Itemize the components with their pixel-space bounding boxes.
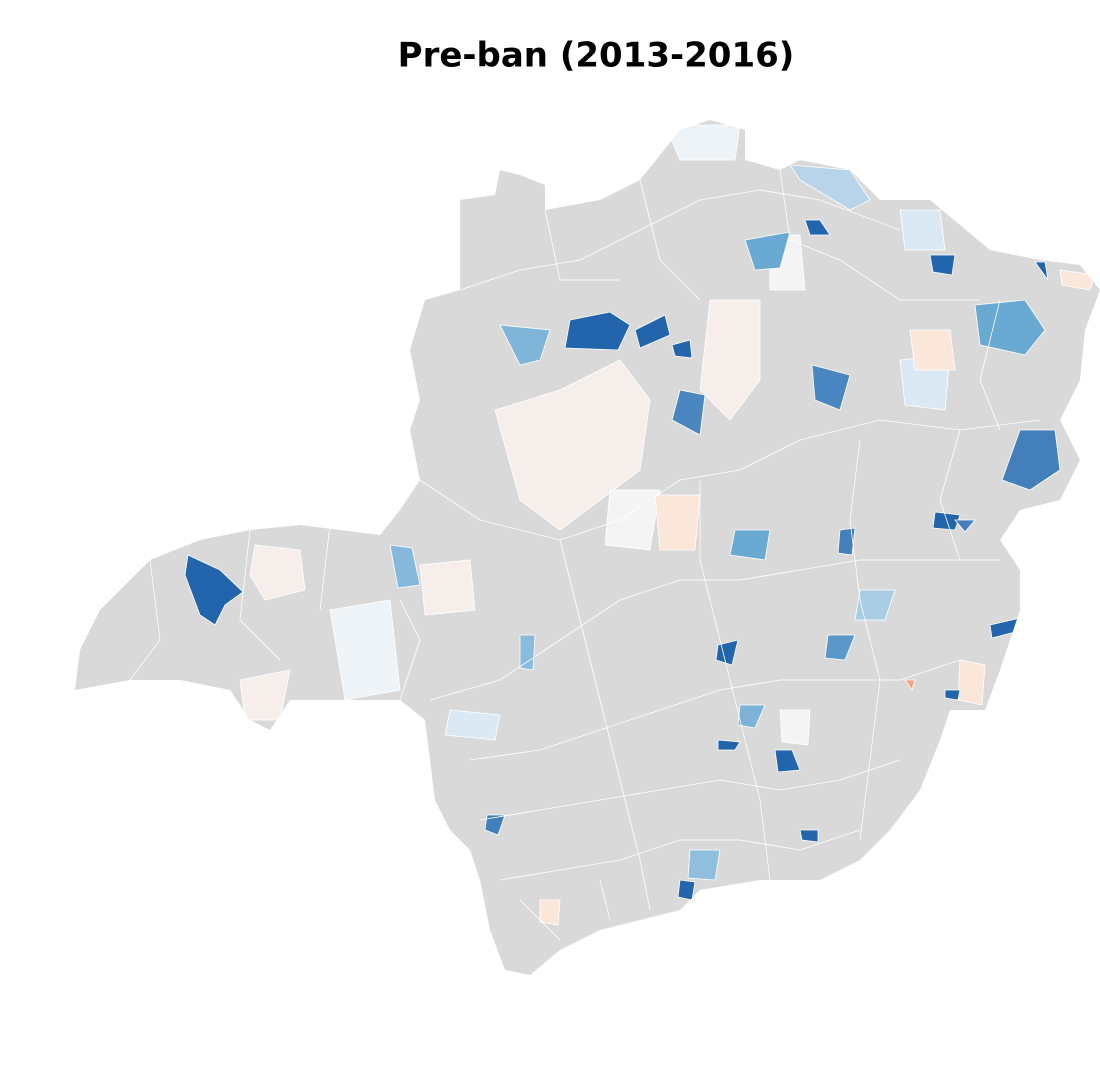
municipality [484,814,506,836]
municipality [499,324,551,366]
map-title: Pre-ban (2013-2016) [398,36,795,76]
municipality [744,231,791,271]
municipality [944,689,961,701]
municipality [954,519,976,533]
municipality [677,879,696,901]
municipality [904,679,916,691]
municipality [184,554,244,626]
municipality [671,389,706,436]
municipality [604,489,661,551]
municipality [329,599,401,701]
municipality [824,634,856,661]
municipality [974,299,1046,356]
municipality [779,709,811,746]
municipality [634,314,671,349]
municipality-fills [184,124,1096,926]
municipality [419,559,476,616]
municipality [957,659,986,706]
municipality [837,527,856,556]
municipality [389,544,421,589]
municipality [564,311,631,351]
border-line [479,439,901,911]
municipality [854,589,896,621]
municipality [929,254,956,276]
municipality [1034,261,1049,281]
municipality [899,209,946,251]
municipality [799,829,819,843]
municipality [664,124,741,161]
municipality [811,364,851,411]
municipality [737,704,766,729]
municipality [804,219,831,236]
municipality [789,164,871,211]
municipality [444,709,501,741]
municipality [699,299,761,421]
municipality [932,511,961,531]
municipality [671,339,693,359]
municipality [729,529,771,561]
municipality [519,634,536,671]
municipality [494,359,651,531]
municipality [717,739,741,751]
border-line [129,419,1041,681]
municipal-borders [129,169,1041,941]
municipality [909,329,956,371]
municipality [1059,269,1096,291]
border-line [459,169,980,301]
municipality [249,544,306,601]
municipality [654,494,701,551]
border-line [399,299,1001,941]
state-map [75,120,1100,975]
municipality [687,849,721,881]
municipality [539,899,561,926]
municipality [774,749,801,773]
municipality [1001,429,1061,491]
